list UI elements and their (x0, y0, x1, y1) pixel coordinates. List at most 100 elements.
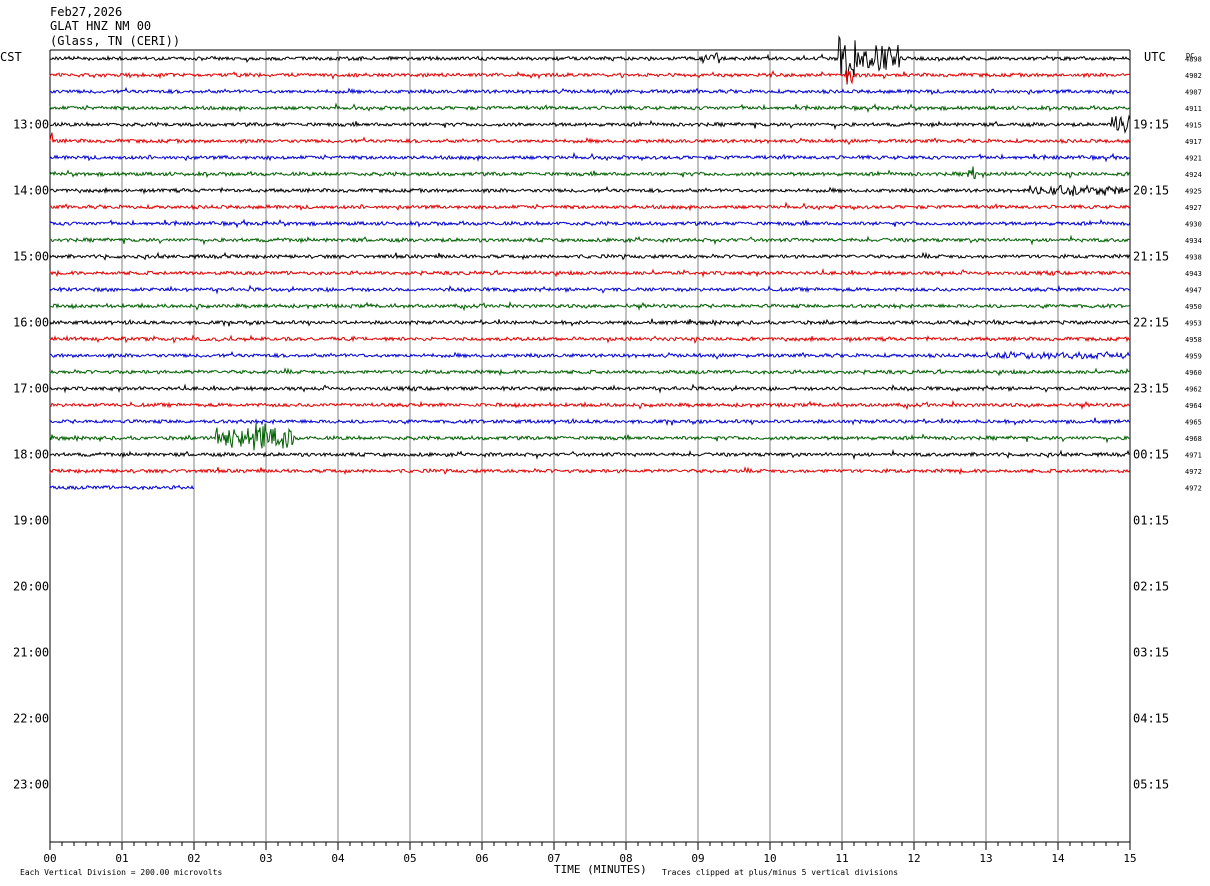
trace-23 (49, 423, 1131, 451)
trace-26 (49, 484, 195, 491)
dc-offset-label: 4971 (1185, 452, 1202, 460)
left-hour-label: 21:00 (13, 646, 49, 660)
dc-offset-label: 4927 (1185, 204, 1202, 212)
dc-offset-label: 4959 (1185, 353, 1202, 361)
right-hour-label: 01:15 (1133, 514, 1169, 528)
x-tick-label: 03 (259, 852, 272, 865)
dc-offset-label: 4934 (1185, 237, 1202, 245)
left-hour-label: 13:00 (13, 118, 49, 132)
right-hour-label: 23:15 (1133, 382, 1169, 396)
dc-offset-label: 4972 (1185, 468, 1202, 476)
trace-25 (49, 466, 1131, 476)
dc-offset-label: 4924 (1185, 171, 1202, 179)
left-timezone: CST (0, 50, 22, 64)
x-tick-label: 15 (1123, 852, 1136, 865)
dc-offset-label: 4960 (1185, 369, 1202, 377)
trace-16 (49, 318, 1131, 328)
trace-5 (49, 132, 1131, 146)
right-hour-label: 05:15 (1133, 778, 1169, 792)
trace-1 (49, 69, 1131, 85)
x-tick-label: 05 (403, 852, 416, 865)
dc-offset-label: 4925 (1185, 188, 1202, 196)
dc-offset-label: 4968 (1185, 435, 1202, 443)
x-tick-label: 09 (691, 852, 704, 865)
dc-offset-label: 4962 (1185, 386, 1202, 394)
traces (49, 34, 1131, 491)
dc-label: DC (1186, 52, 1194, 60)
trace-11 (49, 234, 1131, 246)
dc-offset-label: 4950 (1185, 303, 1202, 311)
left-hour-label: 14:00 (13, 184, 49, 198)
trace-17 (49, 334, 1131, 344)
dc-offset-label: 4943 (1185, 270, 1202, 278)
trace-8 (49, 184, 1131, 197)
x-tick-label: 14 (1051, 852, 1065, 865)
trace-9 (49, 201, 1131, 212)
trace-12 (49, 251, 1131, 261)
x-tick-label: 06 (475, 852, 488, 865)
trace-0 (49, 34, 1130, 85)
dc-offset-label: 4915 (1185, 122, 1202, 130)
dc-offset-label: 4958 (1185, 336, 1202, 344)
trace-10 (49, 218, 1131, 229)
trace-7 (49, 166, 1131, 180)
axis-labels: 00 01 02 03 04 05 06 07 08 09 10 11 12 13 14 15 13:00 19:… (13, 56, 1202, 866)
x-axis-label: TIME (MINUTES) (554, 863, 647, 876)
right-hour-label: 02:15 (1133, 580, 1169, 594)
right-hour-label: 03:15 (1133, 646, 1169, 660)
dc-offset-label: 4965 (1185, 419, 1202, 427)
left-hour-label: 17:00 (13, 382, 49, 396)
trace-2 (49, 86, 1131, 96)
trace-22 (49, 417, 1131, 427)
trace-21 (49, 399, 1131, 411)
dc-offset-label: 4953 (1185, 320, 1202, 328)
right-hour-label: 19:15 (1133, 118, 1169, 132)
x-tick-label: 01 (115, 852, 128, 865)
right-hour-label: 20:15 (1133, 184, 1169, 198)
x-tick-label: 10 (763, 852, 776, 865)
trace-24 (49, 448, 1131, 461)
trace-3 (49, 102, 1131, 114)
left-hour-label: 15:00 (13, 250, 49, 264)
right-hour-label: 00:15 (1133, 448, 1169, 462)
scale-note: Each Vertical Division = 200.00 microvol… (20, 868, 222, 877)
x-tick-label: 02 (187, 852, 200, 865)
left-hour-label: 22:00 (13, 712, 49, 726)
dc-offset-label: 4917 (1185, 138, 1202, 146)
left-hour-label: 20:00 (13, 580, 49, 594)
x-tick-label: 08 (619, 852, 632, 865)
x-tick-label: 00 (43, 852, 56, 865)
x-tick-label: 11 (835, 852, 848, 865)
header-date: Feb27,2026 (50, 5, 122, 19)
header-location: (Glass, TN (CERI)) (50, 34, 180, 48)
right-hour-label: 04:15 (1133, 712, 1169, 726)
left-hour-label: 23:00 (13, 778, 49, 792)
trace-6 (49, 151, 1131, 163)
dc-offset-label: 4938 (1185, 254, 1202, 262)
right-timezone: UTC (1144, 50, 1166, 64)
trace-13 (49, 267, 1131, 278)
dc-offset-label: 4907 (1185, 89, 1202, 97)
trace-15 (49, 300, 1131, 312)
x-tick-label: 13 (979, 852, 992, 865)
left-hour-label: 18:00 (13, 448, 49, 462)
x-tick-label: 07 (547, 852, 560, 865)
dc-offset-label: 4898 (1185, 56, 1202, 64)
dc-offset-label: 4964 (1185, 402, 1202, 410)
trace-18 (49, 350, 1131, 361)
dc-offset-label: 4930 (1185, 221, 1202, 229)
dc-offset-label: 4947 (1185, 287, 1202, 295)
grid-lines (49, 49, 1131, 850)
clip-note: Traces clipped at plus/minus 5 vertical … (662, 868, 898, 877)
x-tick-label: 12 (907, 852, 920, 865)
header-station: GLAT HNZ NM 00 (50, 19, 151, 33)
right-hour-label: 21:15 (1133, 250, 1169, 264)
left-hour-label: 16:00 (13, 316, 49, 330)
x-tick-label: 04 (331, 852, 345, 865)
left-hour-label: 19:00 (13, 514, 49, 528)
trace-14 (49, 284, 1131, 295)
trace-19 (49, 367, 1131, 377)
trace-4 (49, 114, 1131, 134)
dc-offset-label: 4902 (1185, 72, 1202, 80)
